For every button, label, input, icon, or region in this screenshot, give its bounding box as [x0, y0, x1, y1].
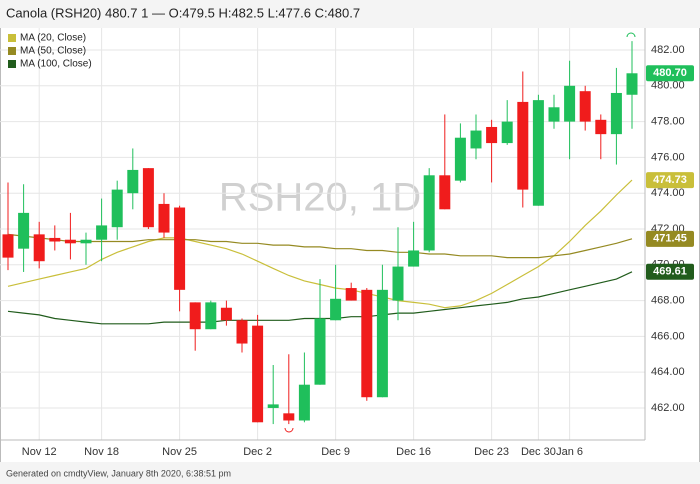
- candle-body: [158, 203, 170, 233]
- candle-body: [127, 169, 139, 194]
- candle-body: [423, 175, 435, 251]
- price-label-box: [646, 263, 694, 280]
- candle-body: [142, 168, 154, 228]
- candle-body: [361, 289, 373, 398]
- plot: [0, 28, 645, 440]
- x-tick-label: Dec 9: [321, 446, 350, 458]
- candle-body: [501, 121, 513, 144]
- y-tick-label: 468.00: [651, 294, 685, 306]
- y-tick-label: 474.00: [651, 187, 685, 199]
- candle-body: [298, 384, 310, 421]
- x-tick-label: Dec 16: [396, 446, 431, 458]
- candle-body: [111, 189, 123, 228]
- y-tick-label: 478.00: [651, 116, 685, 128]
- x-tick-label: Dec 2: [243, 446, 272, 458]
- candle-body: [610, 92, 622, 135]
- y-tick-label: 464.00: [651, 366, 685, 378]
- x-tick-label: Nov 18: [84, 446, 119, 458]
- price-label: 471.45: [653, 233, 687, 245]
- legend-label: MA (20, Close): [20, 33, 86, 44]
- x-tick-label: Dec 30: [521, 446, 556, 458]
- watermark: RSH20, 1D: [219, 176, 421, 220]
- candle-body: [595, 119, 607, 135]
- low-marker: [284, 427, 294, 433]
- candle-body: [548, 107, 560, 122]
- candle-body: [283, 413, 295, 421]
- candle-body: [80, 239, 92, 244]
- price-label-box: [646, 172, 694, 189]
- candle-body: [564, 85, 576, 122]
- y-tick-label: 476.00: [651, 151, 685, 163]
- candle-body: [330, 298, 342, 321]
- price-label-box: [646, 65, 694, 82]
- x-tick-label: Jan 6: [556, 446, 583, 458]
- candle-body: [345, 288, 357, 301]
- legend-swatch: [8, 47, 16, 55]
- candle-body: [267, 404, 279, 408]
- x-tick-label: Nov 12: [22, 446, 57, 458]
- y-tick-label: 480.00: [651, 80, 685, 92]
- ma-line: [7, 233, 633, 259]
- candle-body: [439, 175, 451, 210]
- price-label: 469.61: [653, 266, 687, 278]
- header: Canola (RSH20) 480.7 1 — O:479.5 H:482.5…: [6, 5, 360, 20]
- legend-swatch: [8, 34, 16, 42]
- candle-body: [626, 73, 638, 95]
- x-tick-label: Dec 23: [474, 446, 509, 458]
- candle-body: [517, 101, 529, 190]
- candle-body: [376, 289, 388, 398]
- footer-bar: [0, 462, 700, 484]
- footer: Generated on cmdtyView, January 8th 2020…: [6, 468, 231, 478]
- price-label-box: [646, 230, 694, 247]
- candle-body: [96, 225, 108, 240]
- candle-body: [314, 318, 326, 385]
- x-tick-label: Nov 25: [162, 446, 197, 458]
- high-marker: [626, 32, 636, 38]
- candle-body: [189, 302, 201, 330]
- candle-body: [532, 100, 544, 206]
- candle-body: [174, 207, 186, 290]
- candle-body: [205, 302, 217, 330]
- legend-label: MA (50, Close): [20, 46, 86, 57]
- candle-body: [2, 234, 14, 258]
- candle-body: [252, 325, 264, 423]
- candle-body: [220, 307, 232, 321]
- candle-body: [579, 91, 591, 122]
- y-tick-label: 482.00: [651, 44, 685, 56]
- candle-body: [392, 266, 404, 301]
- price-label: 480.70: [653, 67, 687, 79]
- candle-body: [64, 239, 76, 244]
- candle-body: [486, 126, 498, 144]
- candle-body: [470, 130, 482, 149]
- price-label: 474.73: [653, 174, 687, 186]
- candle-body: [49, 237, 61, 242]
- candle-body: [18, 212, 30, 249]
- legend-label: MA (100, Close): [20, 59, 92, 70]
- y-tick-label: 462.00: [651, 402, 685, 414]
- candle-body: [33, 234, 45, 262]
- candle-body: [408, 250, 420, 267]
- header-bar: [0, 0, 700, 28]
- legend-swatch: [8, 60, 16, 68]
- candle-body: [454, 137, 466, 181]
- candle-body: [236, 320, 248, 344]
- y-tick-label: 466.00: [651, 330, 685, 342]
